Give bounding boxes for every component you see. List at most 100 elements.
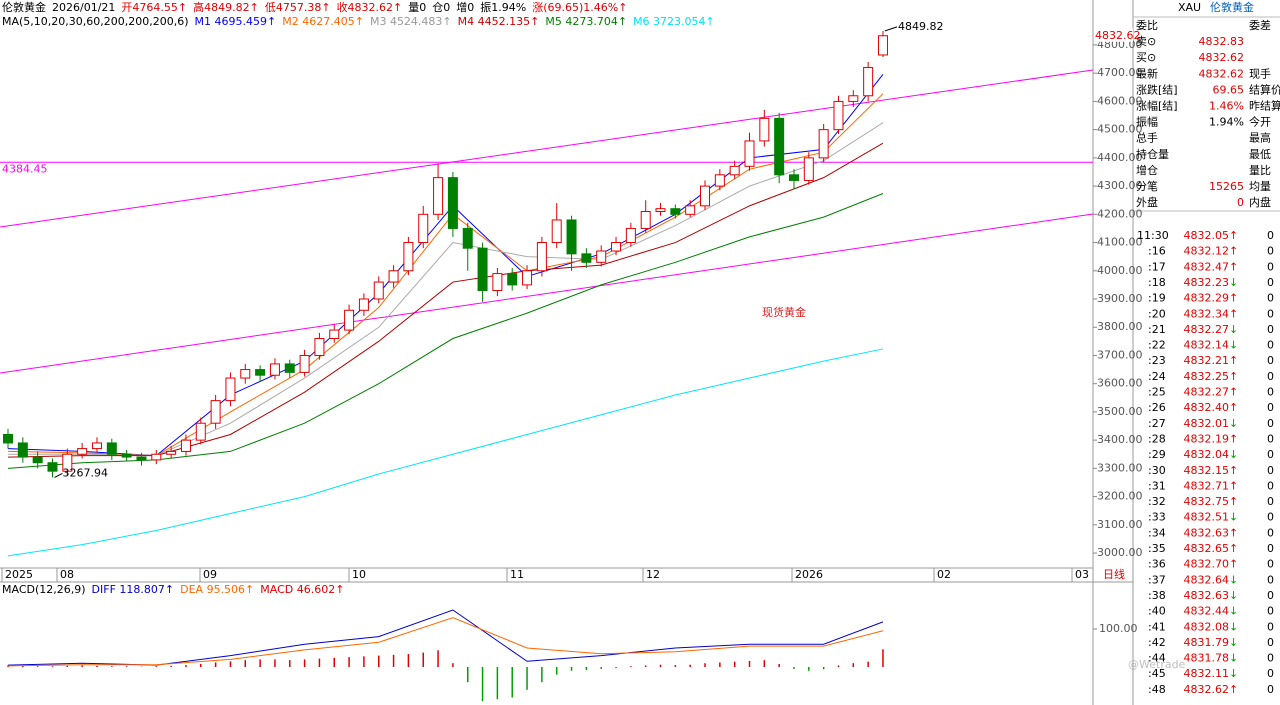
tick-volume: 0 xyxy=(1267,448,1274,461)
candle-body xyxy=(47,462,58,472)
tick-price: 4832.71 xyxy=(1184,479,1230,492)
header-item: 开4764.55↑ xyxy=(121,1,187,14)
tick-volume: 0 xyxy=(1267,386,1274,399)
candle-body xyxy=(151,453,162,461)
header-item: 涨(69.65)1.46%↑ xyxy=(532,1,627,14)
x-tick-label: 2025 xyxy=(5,568,33,581)
ma-line xyxy=(7,348,884,557)
tick-volume: 0 xyxy=(1267,432,1274,445)
tick-direction: ↑ xyxy=(1229,464,1238,477)
tick-direction: ↑ xyxy=(1229,683,1238,696)
tick-direction: ↓ xyxy=(1229,417,1238,430)
candle-body xyxy=(106,442,117,455)
tick-price: 4832.27 xyxy=(1184,323,1230,336)
tick-volume: 0 xyxy=(1267,526,1274,539)
candle-body xyxy=(32,456,43,464)
quote-label: 涨幅[结] xyxy=(1136,100,1178,113)
tick-direction: ↑ xyxy=(1229,307,1238,320)
tick-volume: 0 xyxy=(1267,401,1274,414)
tick-volume: 0 xyxy=(1267,245,1274,258)
tick-time: :25 xyxy=(1148,386,1166,399)
tick-direction: ↓ xyxy=(1229,573,1238,586)
header-item: 收4832.62↑ xyxy=(337,0,403,14)
tick-price: 4832.40 xyxy=(1184,401,1230,414)
low-marker xyxy=(54,472,63,478)
tick-direction: ↑ xyxy=(1229,292,1238,305)
tick-time: :44 xyxy=(1148,652,1166,665)
watermark: @Wetrade xyxy=(1128,658,1186,671)
tick-volume: 0 xyxy=(1267,558,1274,571)
tick-volume: 0 xyxy=(1267,276,1274,289)
quote-value: 0 xyxy=(1237,196,1244,209)
quote-right-label: 最低 xyxy=(1249,148,1271,161)
quote-right-label: 现手 xyxy=(1249,66,1271,80)
ma-item: M5 4273.704↑ xyxy=(545,15,627,28)
candle-body xyxy=(195,422,206,441)
quote-right-label: 均量 xyxy=(1249,180,1271,193)
candle-body xyxy=(788,174,799,181)
tick-volume: 0 xyxy=(1267,573,1274,586)
low-label: 3267.94 xyxy=(62,466,108,479)
candle-body xyxy=(17,442,28,458)
tick-volume: 0 xyxy=(1267,229,1274,242)
dea-line xyxy=(7,617,884,667)
y-tick-label: 4600.00 xyxy=(1097,94,1143,107)
y-tick-label: 4700.00 xyxy=(1097,66,1143,79)
tick-price: 4832.23 xyxy=(1184,276,1230,289)
tick-time: :18 xyxy=(1148,276,1166,289)
candle-body xyxy=(625,227,636,244)
quote-right-label: 内盘 xyxy=(1249,195,1271,209)
last-price-box xyxy=(1094,28,1133,42)
y-tick-label: 4500.00 xyxy=(1097,123,1143,136)
tick-direction: ↓ xyxy=(1229,448,1238,461)
candle-body xyxy=(596,250,607,263)
x-tick-label: 11 xyxy=(510,568,524,581)
tick-volume: 0 xyxy=(1267,464,1274,477)
y-tick-label: 3000.00 xyxy=(1097,546,1143,559)
y-tick-label: 3100.00 xyxy=(1097,518,1143,531)
tick-volume: 0 xyxy=(1267,667,1274,680)
symbol: XAU xyxy=(1178,1,1201,14)
candle-body xyxy=(358,298,369,311)
tick-direction: ↑ xyxy=(1229,245,1238,258)
header-item: 振1.94% xyxy=(480,0,526,14)
tick-volume: 0 xyxy=(1267,417,1274,430)
tick-time: :21 xyxy=(1148,323,1166,336)
tick-time: :37 xyxy=(1148,573,1166,586)
candle-body xyxy=(255,369,266,376)
y-tick-label: 100.00 xyxy=(1099,622,1138,635)
ma-item: M6 3723.054↑ xyxy=(633,15,715,28)
tick-volume: 0 xyxy=(1267,370,1274,383)
y-tick-label: 4400.00 xyxy=(1097,151,1143,164)
ma-item: M4 4452.135↑ xyxy=(458,15,540,28)
tick-direction: ↑ xyxy=(1229,526,1238,539)
candle-body xyxy=(566,219,577,255)
tick-price: 4832.11 xyxy=(1184,667,1230,680)
candle-body xyxy=(611,242,622,252)
candle-body xyxy=(522,270,533,286)
high-marker xyxy=(884,26,898,32)
tick-time: :45 xyxy=(1148,667,1166,680)
quote-right-label: 量比 xyxy=(1249,164,1271,177)
y-tick-label: 3800.00 xyxy=(1097,320,1143,333)
candle-body xyxy=(774,117,785,176)
tick-time: :48 xyxy=(1148,683,1166,696)
tick-volume: 0 xyxy=(1267,589,1274,602)
tick-direction: ↑ xyxy=(1229,479,1238,492)
quote-value: 15265 xyxy=(1209,180,1244,193)
tick-time: :20 xyxy=(1148,307,1166,320)
candle-body xyxy=(477,247,488,292)
quote-label: 涨跌[结] xyxy=(1136,82,1178,96)
quote-value: 4832.83 xyxy=(1199,35,1245,48)
candle-body xyxy=(3,433,13,444)
tick-direction: ↑ xyxy=(1229,401,1238,414)
candle-body xyxy=(373,281,384,300)
tick-price: 4832.70 xyxy=(1184,558,1230,571)
candle-body xyxy=(655,208,666,212)
tick-time: :36 xyxy=(1148,558,1166,571)
tick-time: :31 xyxy=(1148,479,1166,492)
tick-volume: 0 xyxy=(1267,511,1274,524)
tick-direction: ↑ xyxy=(1229,229,1238,242)
quote-value: 69.65 xyxy=(1213,83,1245,96)
tick-price: 4832.25 xyxy=(1184,370,1230,383)
